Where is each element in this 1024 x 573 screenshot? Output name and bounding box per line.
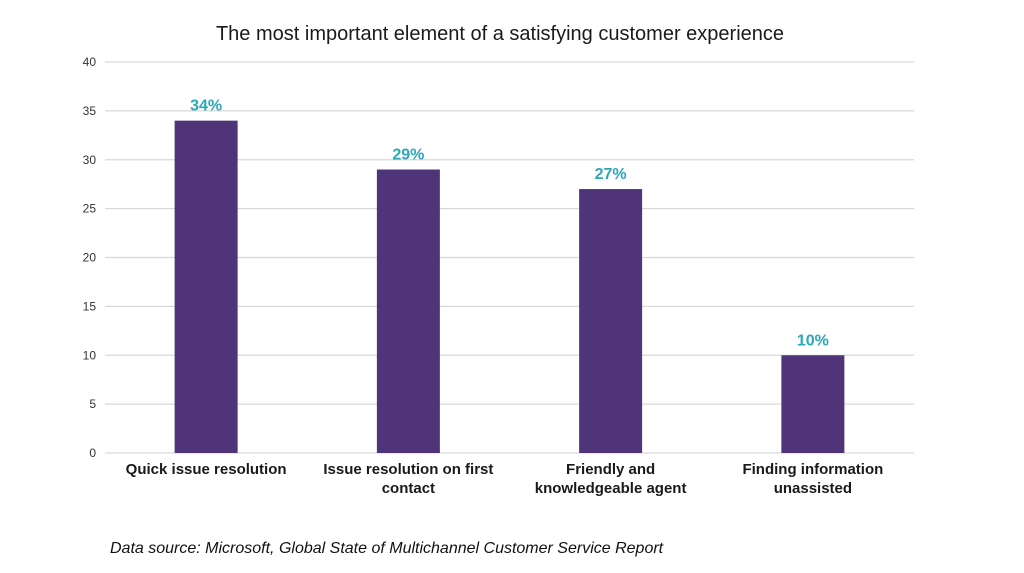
bar	[376, 169, 440, 453]
category-label: Quick issue resolution	[126, 461, 287, 478]
category-label: contact	[382, 480, 435, 497]
data-source-note: Data source: Microsoft, Global State of …	[110, 540, 664, 557]
category-label: Friendly and	[566, 461, 655, 478]
y-tick-label: 30	[83, 153, 97, 167]
bar	[579, 189, 643, 453]
bars	[174, 120, 845, 454]
data-labels: 34% 29% 27% 10%	[190, 98, 829, 350]
y-tick-label: 25	[83, 202, 97, 216]
bar	[174, 120, 238, 454]
y-tick-label: 10	[83, 348, 97, 362]
chart-title: The most important element of a satisfyi…	[216, 23, 784, 45]
gridlines	[105, 61, 914, 454]
y-tick-label: 20	[83, 251, 97, 265]
y-tick-label: 15	[83, 299, 97, 313]
y-tick-label: 35	[83, 104, 97, 118]
bar-value-label: 27%	[595, 166, 627, 183]
y-tick-label: 5	[89, 397, 96, 411]
y-tick-label: 0	[89, 446, 96, 460]
category-label: Finding information	[742, 461, 883, 478]
y-tick-label: 40	[83, 55, 97, 69]
bar-value-label: 29%	[392, 147, 424, 164]
bar	[781, 355, 845, 453]
category-label: knowledgeable agent	[535, 480, 687, 497]
category-label: Issue resolution on first	[323, 461, 493, 478]
bar-value-label: 34%	[190, 98, 222, 115]
y-axis-ticks: 0 5 10 15 20 25 30 35 40	[83, 55, 97, 460]
bar-value-label: 10%	[797, 332, 829, 349]
category-labels: Quick issue resolution Issue resolution o…	[126, 461, 884, 497]
category-label: unassisted	[774, 480, 852, 497]
